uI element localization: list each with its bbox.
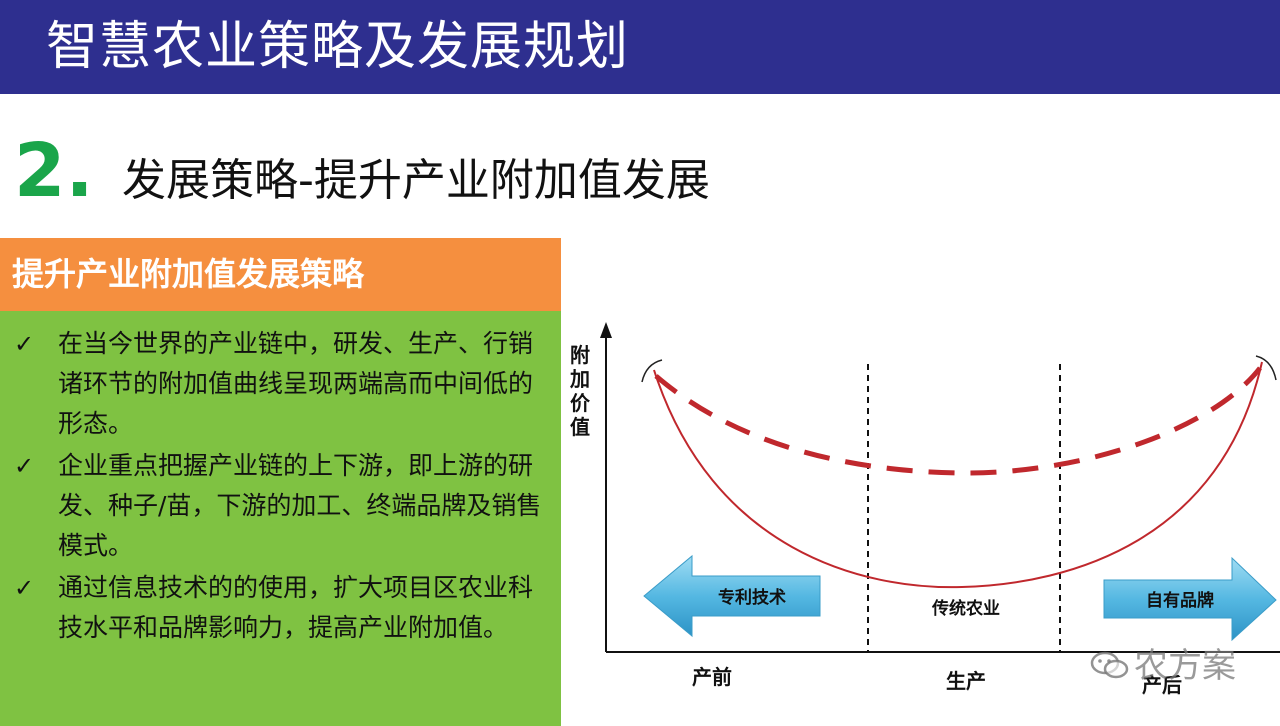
x-axis-label-pre: 产前 bbox=[692, 665, 732, 689]
strategy-bullet-list: ✓ 在当今世界的产业链中，研发、生产、行销诸环节的附加值曲线呈现两端高而中间低的… bbox=[14, 324, 544, 650]
section-title: 发展策略-提升产业附加值发展 bbox=[122, 155, 710, 206]
bullet-item: ✓ 在当今世界的产业链中，研发、生产、行销诸环节的附加值曲线呈现两端高而中间低的… bbox=[14, 324, 544, 444]
right-arrow-label: 自有品牌 bbox=[1146, 590, 1214, 611]
bullet-text: 企业重点把握产业链的上下游，即上游的研发、种子/苗，下游的加工、终端品牌及销售模… bbox=[58, 451, 542, 560]
value-curve-solid bbox=[653, 361, 1263, 589]
strategy-panel-header: 提升产业附加值发展策略 bbox=[0, 238, 561, 311]
value-curve-diagram: 附 加 价 值 专利技术 传统农业 自有品牌 产前 生产 产后 bbox=[569, 322, 1280, 697]
left-arrow-label: 专利技术 bbox=[718, 587, 786, 608]
x-axis-label-post: 产后 bbox=[1142, 673, 1182, 697]
watermark-text: 农方案 bbox=[1134, 646, 1236, 686]
x-axis-label-production: 生产 bbox=[946, 669, 986, 693]
y-axis-label-char: 附 bbox=[570, 343, 590, 367]
curve-end-hook bbox=[1255, 355, 1277, 381]
y-axis-label-char: 价 bbox=[570, 391, 591, 415]
bullet-text: 通过信息技术的的使用，扩大项目区农业科技水平和品牌影响力，提高产业附加值。 bbox=[58, 573, 534, 642]
own-brand-arrow bbox=[1103, 556, 1277, 642]
curve-end-hook bbox=[641, 359, 663, 383]
page-title: 智慧农业策略及发展规划 bbox=[46, 17, 630, 77]
value-curve-dashed bbox=[654, 366, 1262, 476]
y-axis-label-char: 加 bbox=[569, 367, 590, 391]
bullet-item: ✓ 企业重点把握产业链的上下游，即上游的研发、种子/苗，下游的加工、终端品牌及销… bbox=[14, 446, 544, 566]
bullet-text: 在当今世界的产业链中，研发、生产、行销诸环节的附加值曲线呈现两端高而中间低的形态… bbox=[58, 329, 534, 438]
check-icon: ✓ bbox=[14, 452, 35, 480]
center-label: 传统农业 bbox=[931, 598, 1000, 619]
y-axis-label-char: 值 bbox=[570, 415, 590, 439]
strategy-panel: 提升产业附加值发展策略 ✓ 在当今世界的产业链中，研发、生产、行销诸环节的附加值… bbox=[0, 238, 561, 726]
strategy-heading: 提升产业附加值发展策略 bbox=[12, 255, 365, 293]
header-bar: 智慧农业策略及发展规划 bbox=[0, 0, 1280, 94]
y-axis-arrowhead bbox=[600, 322, 612, 338]
bullet-item: ✓ 通过信息技术的的使用，扩大项目区农业科技水平和品牌影响力，提高产业附加值。 bbox=[14, 568, 544, 648]
patent-technology-arrow bbox=[643, 554, 821, 638]
section-number: 2. bbox=[14, 128, 94, 214]
wechat-icon bbox=[1090, 651, 1129, 679]
check-icon: ✓ bbox=[14, 330, 35, 358]
watermark: 农方案 bbox=[1084, 640, 1264, 690]
check-icon: ✓ bbox=[14, 574, 35, 602]
